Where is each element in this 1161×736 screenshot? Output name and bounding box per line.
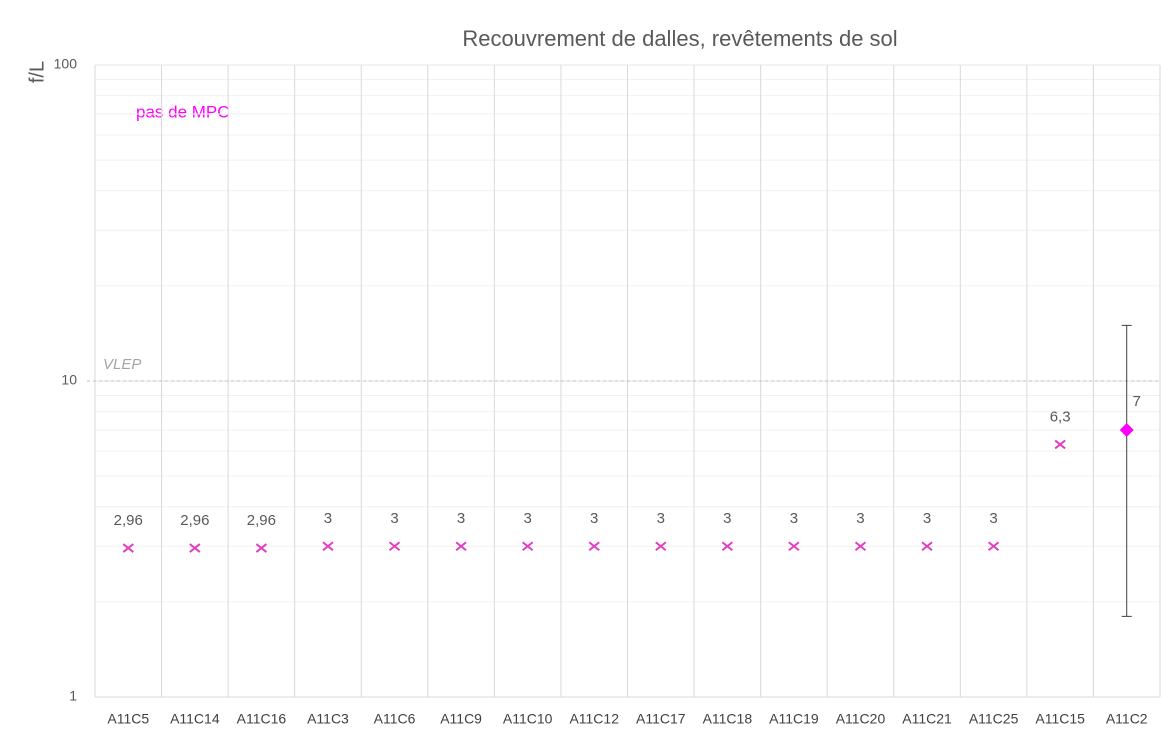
marker	[1054, 439, 1066, 450]
data-label: 3	[523, 510, 531, 527]
marker	[122, 543, 134, 553]
marker	[455, 541, 467, 552]
data-label: 3	[657, 510, 665, 527]
x-tick-label: A11C2	[1106, 711, 1148, 727]
error-bar	[1121, 324, 1132, 617]
annotation-box	[115, 92, 365, 134]
data-label: 3	[457, 510, 465, 527]
chart-title: Recouvrement de dalles, revêtements de s…	[462, 26, 897, 51]
data-label: 3	[923, 510, 931, 527]
x-tick-label: A11C14	[170, 711, 220, 727]
marker	[388, 541, 401, 552]
data-label: 3	[989, 510, 997, 527]
data-label: 2,96	[247, 512, 276, 529]
x-tick-label: A11C16	[237, 711, 287, 727]
x-tick-label: A11C6	[374, 711, 416, 727]
data-label: 2,96	[180, 512, 209, 529]
data-label: 3	[590, 510, 598, 527]
reference-label: VLEP	[103, 356, 141, 373]
y-tick-label: 1	[69, 688, 77, 704]
marker	[854, 541, 867, 552]
marker	[189, 543, 201, 553]
data-label: 6,3	[1050, 408, 1071, 425]
x-tick-label: A11C20	[836, 711, 886, 727]
marker	[655, 541, 667, 552]
x-tick-label: A11C12	[569, 711, 619, 727]
x-tick-label: A11C19	[769, 711, 819, 727]
x-tick-label: A11C15	[1035, 711, 1085, 727]
marker	[522, 541, 534, 552]
marker	[721, 541, 733, 552]
marker	[588, 541, 600, 552]
data-label: 3	[723, 510, 731, 527]
marker	[255, 543, 268, 553]
y-tick-label: 100	[54, 56, 78, 72]
marker	[788, 541, 800, 552]
data-label: 3	[390, 510, 398, 527]
x-tick-label: A11C21	[902, 711, 952, 727]
data-label: 3	[324, 510, 332, 527]
x-tick-label: A11C18	[703, 711, 753, 727]
x-tick-label: A11C3	[307, 711, 349, 727]
marker	[987, 541, 1000, 552]
data-label: 3	[856, 510, 864, 527]
y-axis-label: f/L	[26, 61, 48, 83]
marker	[322, 541, 334, 552]
x-tick-label: A11C25	[969, 711, 1019, 727]
data-label: 7	[1133, 393, 1141, 410]
marker	[921, 541, 933, 552]
data-label: 2,96	[114, 512, 143, 529]
y-tick-label: 10	[61, 372, 77, 388]
x-tick-label: A11C5	[107, 711, 149, 727]
x-tick-label: A11C17	[636, 711, 686, 727]
x-tick-label: A11C10	[503, 711, 553, 727]
marker	[1119, 422, 1134, 437]
x-tick-label: A11C9	[440, 711, 482, 727]
annotation: pas de MPC	[136, 102, 230, 121]
data-label: 3	[790, 510, 798, 527]
